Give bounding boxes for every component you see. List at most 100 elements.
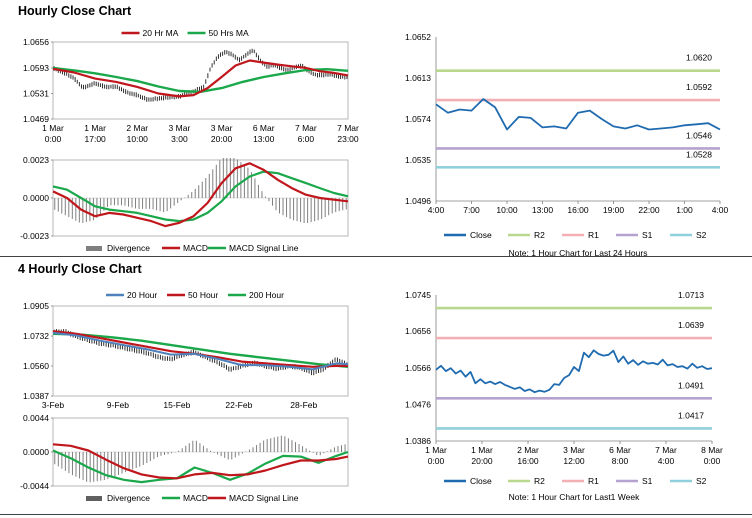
level-label: 1.0592 [686,82,712,92]
x-tick-label: 3-Feb [42,400,64,410]
legend-label: Divergence [107,243,150,253]
x-tick-label: 9-Feb [107,400,129,410]
legend-label: 50 Hour [188,290,218,300]
close-line [435,349,713,394]
x-tick-label: 16:00 [567,205,589,215]
x-tick-label: 17:00 [85,134,107,144]
legend-label: 20 Hour [127,290,157,300]
section-divider [0,256,752,257]
x-tick-label: 8:00 [612,456,629,466]
x-tick-label: 7:00 [463,205,480,215]
x-tick-label: 22:00 [638,205,660,215]
y-tick-label: 0.0000 [23,447,49,457]
x-tick-label: 20:00 [471,456,493,466]
y-tick-label: 0.0000 [23,193,49,203]
legend-label: MACD [183,243,208,253]
legend-label: 20 Hr MA [143,28,179,38]
x-tick-label: 6 Mar [253,123,275,133]
x-tick-label: 2 Mar [517,445,539,455]
x-tick-label: 0:00 [704,456,721,466]
bottom-divider [0,514,752,515]
level-label: 1.0546 [686,130,712,140]
y-tick-label: 1.0656 [23,37,49,47]
ma-20-line [52,59,349,98]
y-tick-label: 0.0044 [23,413,49,423]
x-tick-label: 1 Mar [425,445,447,455]
x-tick-label: 12:00 [563,456,585,466]
x-tick-label: 28-Feb [290,400,317,410]
x-tick-label: 1 Mar [471,445,493,455]
y-tick-label: 1.0732 [23,331,49,341]
x-tick-label: 4:00 [712,205,729,215]
x-tick-label: 23:00 [337,134,359,144]
y-tick-label: 1.0613 [405,73,431,83]
x-tick-label: 1:00 [676,205,693,215]
level-label: 1.0528 [686,149,712,159]
y-tick-label: 1.0531 [23,88,49,98]
x-tick-label: 6 Mar [609,445,631,455]
legend-label: MACD Signal Line [229,243,299,253]
x-tick-label: 2 Mar [126,123,148,133]
x-tick-label: 7 Mar [337,123,359,133]
x-tick-label: 1 Mar [42,123,64,133]
x-tick-label: 15-Feb [163,400,190,410]
macd-line [52,162,349,228]
legend-label: S2 [696,230,707,240]
level-label: 1.0639 [678,320,704,330]
x-tick-label: 13:00 [532,205,554,215]
level-label: 1.0491 [678,380,704,390]
4h-section-title: 4 Hourly Close Chart [18,262,142,276]
x-tick-label: 13:00 [253,134,275,144]
x-tick-label: 1 Mar [84,123,106,133]
y-tick-label: 1.0593 [23,63,49,73]
chart-note: Note: 1 Hour Chart for Last1 Week [509,492,640,502]
legend-label: R2 [534,230,545,240]
legend-label: Close [470,476,492,486]
y-tick-label: 1.0566 [405,363,431,373]
x-tick-label: 3 Mar [169,123,191,133]
y-tick-label: 0.0023 [23,155,49,165]
hourly-section-title: Hourly Close Chart [18,4,132,18]
y-tick-label: 1.0574 [405,114,431,124]
legend-label: R1 [588,476,599,486]
x-tick-label: 10:00 [496,205,518,215]
y-tick-label: 1.0745 [405,290,431,300]
y-tick-label: -0.0023 [20,231,49,241]
y-tick-label: 1.0387 [23,391,49,401]
x-tick-label: 3 Mar [211,123,233,133]
x-tick-label: 16:00 [517,456,539,466]
x-tick-label: 10:00 [127,134,149,144]
y-tick-label: 1.0652 [405,32,431,42]
x-tick-label: 22-Feb [225,400,252,410]
x-tick-label: 7 Mar [655,445,677,455]
y-tick-label: -0.0044 [20,481,49,491]
x-tick-label: 4:00 [428,205,445,215]
legend-label: MACD [183,493,208,503]
legend-label: R1 [588,230,599,240]
macd-signal-line [52,170,349,223]
x-tick-label: 6:00 [298,134,315,144]
legend-swatch [86,496,102,501]
x-tick-label: 3:00 [171,134,188,144]
y-tick-label: 1.0560 [23,361,49,371]
ma-200-line [52,332,349,368]
macd-signal-line [52,443,349,480]
y-tick-label: 1.0496 [405,196,431,206]
x-tick-label: 19:00 [603,205,625,215]
legend-label: MACD Signal Line [229,493,299,503]
x-tick-label: 8 Mar [701,445,723,455]
plot-frame [52,41,349,120]
legend-label: R2 [534,476,545,486]
close-line [435,98,721,131]
y-tick-label: 1.0386 [405,436,431,446]
legend-label: Close [470,230,492,240]
legend-label: 200 Hour [249,290,284,300]
legend-swatch [86,246,102,251]
legend-label: S1 [642,476,653,486]
macd-line [52,449,349,484]
